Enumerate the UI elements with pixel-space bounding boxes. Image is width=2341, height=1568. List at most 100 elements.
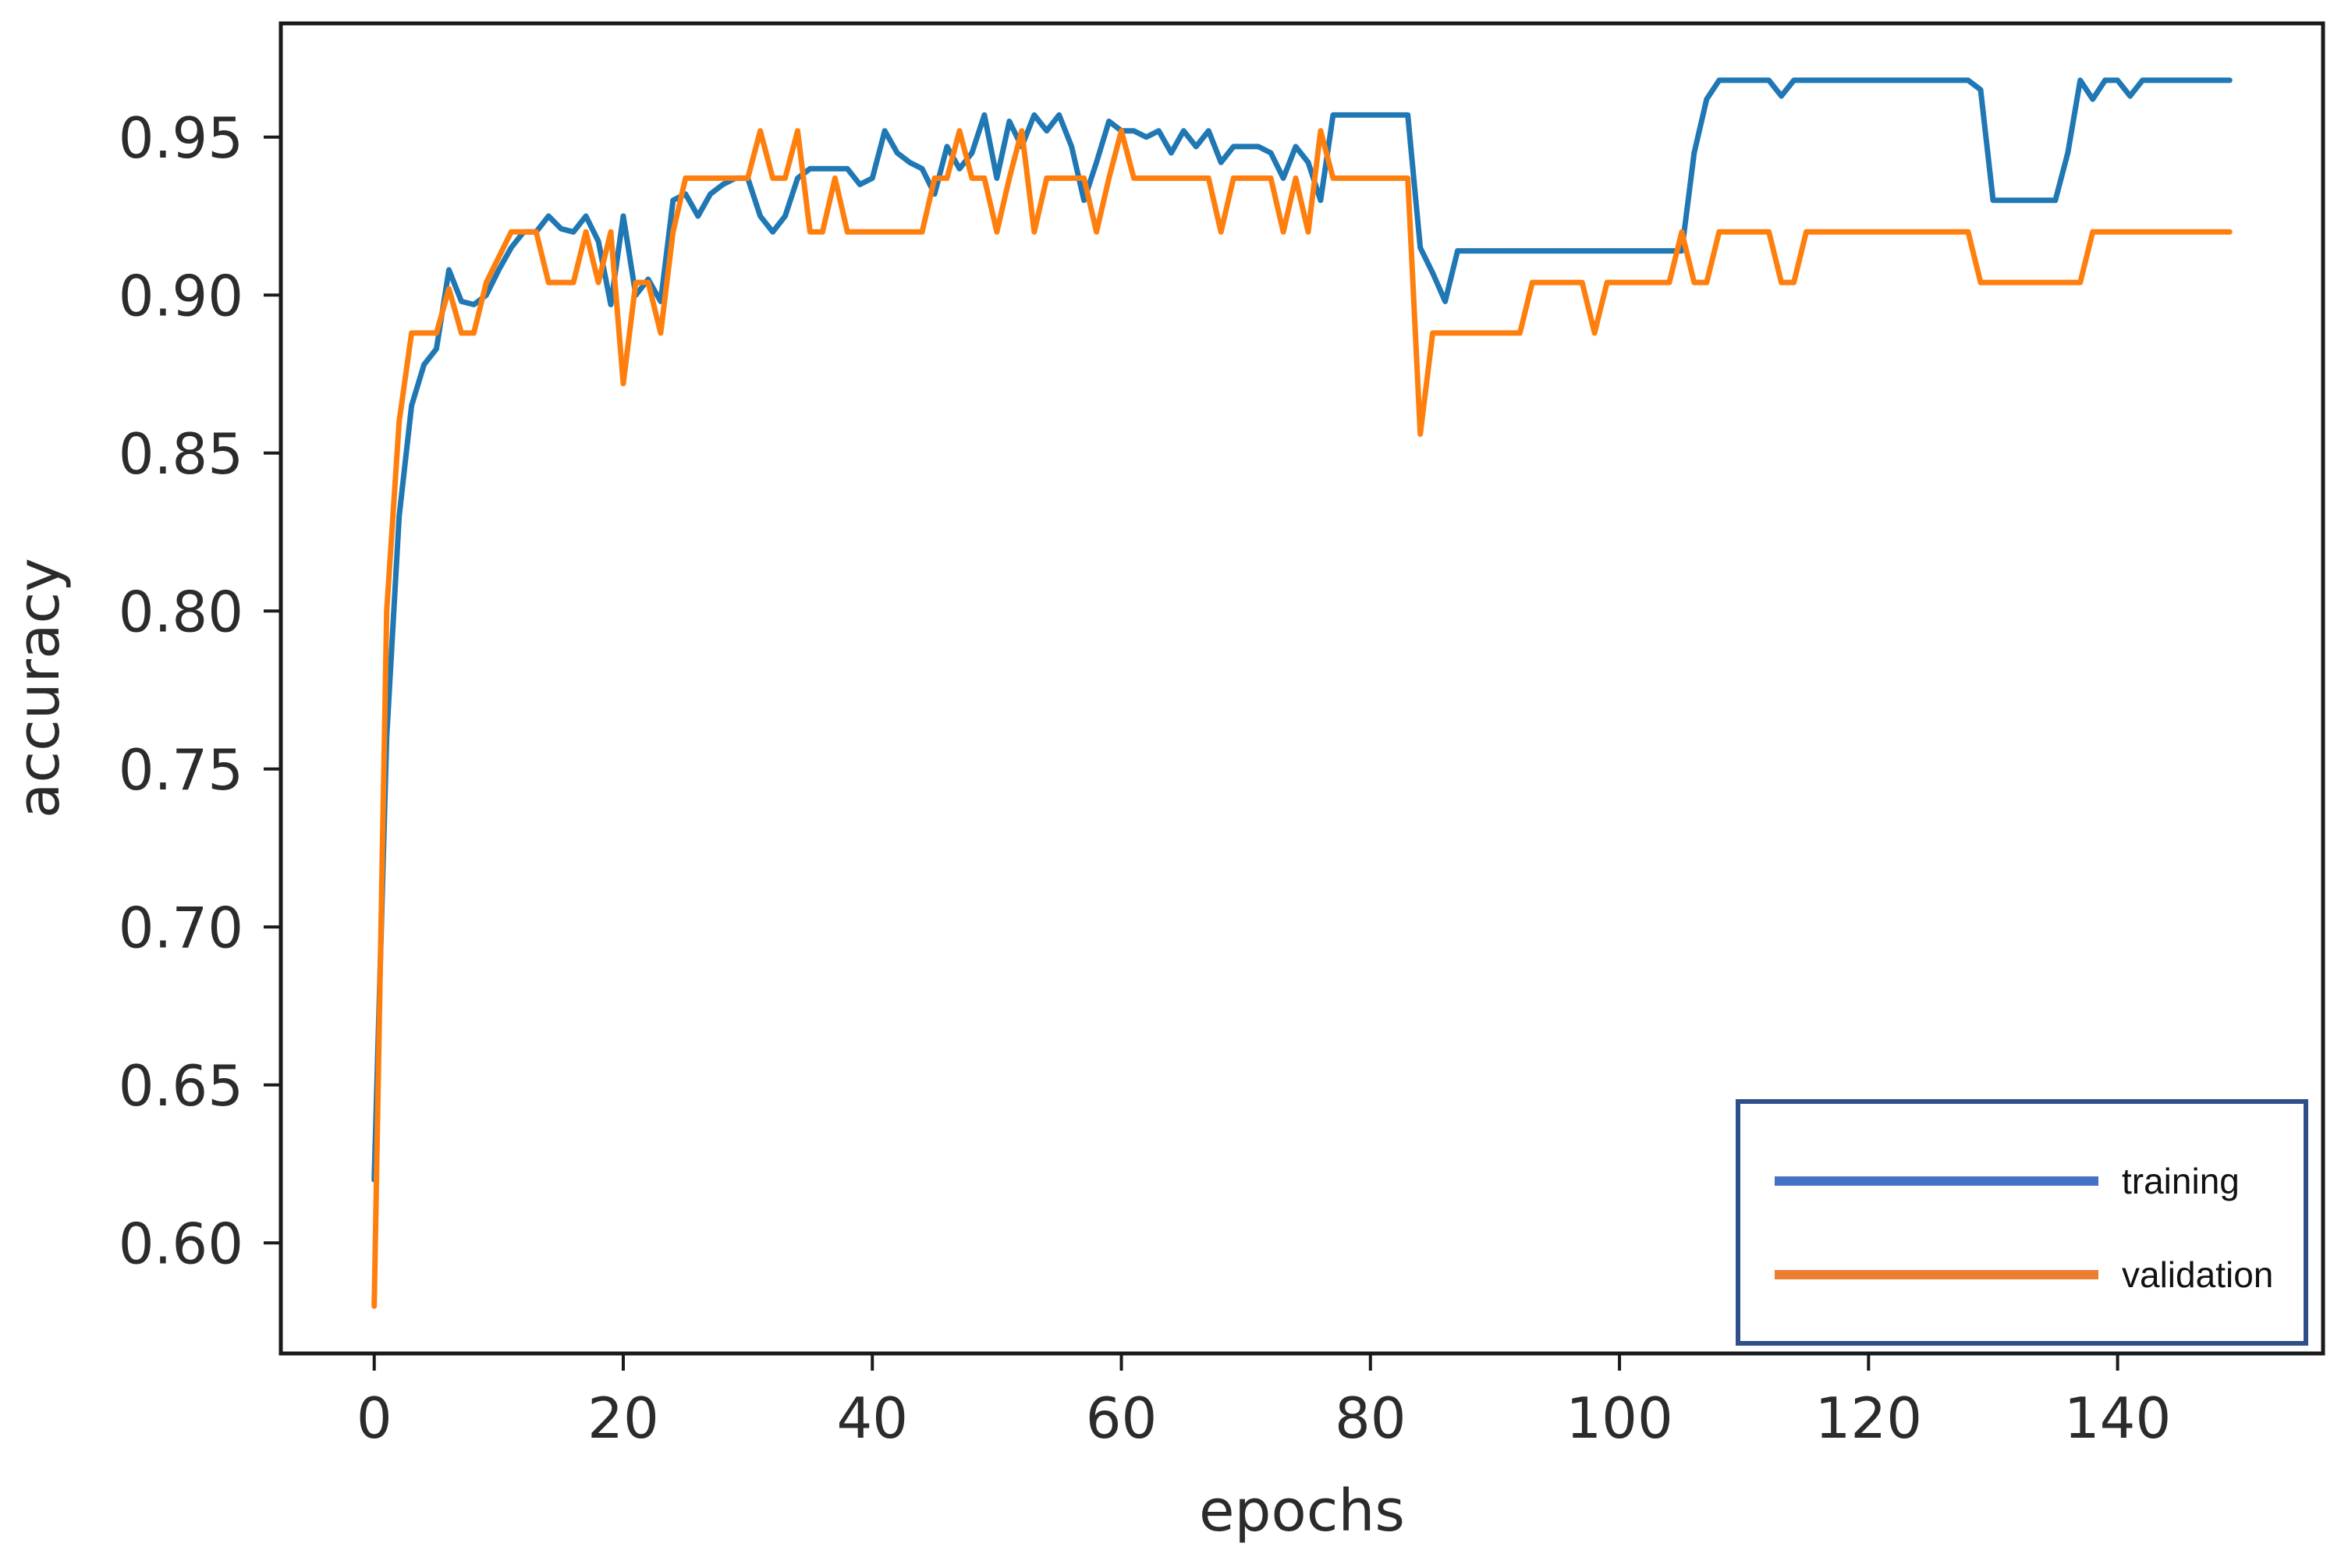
data-point-validation (1158, 177, 1159, 179)
data-point-training (1420, 247, 1421, 248)
data-point-training (1594, 250, 1595, 252)
series-points-validation (374, 130, 2230, 1307)
x-tick-label: 140 (2064, 1385, 2171, 1451)
data-point-validation (1581, 282, 1583, 283)
data-point-training (485, 294, 487, 296)
data-point-validation (1706, 282, 1708, 283)
data-point-validation (1133, 177, 1134, 179)
data-point-training (610, 303, 612, 305)
data-point-validation (1631, 282, 1633, 283)
data-point-validation (697, 177, 699, 179)
y-tick-label: 0.95 (119, 105, 243, 171)
x-tick-label: 40 (836, 1385, 908, 1451)
x-axis: 0 20 40 60 80 100 120 140 (356, 1353, 2171, 1451)
data-point-validation (1370, 177, 1371, 179)
data-point-validation (548, 282, 549, 283)
data-point-training (946, 146, 948, 147)
data-point-validation (1382, 177, 1384, 179)
data-point-validation (660, 332, 662, 334)
data-point-training (1631, 250, 1633, 252)
data-point-validation (560, 282, 562, 283)
data-point-training (1619, 250, 1620, 252)
legend: training validation (1736, 1099, 2308, 1346)
data-point-validation (710, 177, 711, 179)
data-point-training (1257, 146, 1259, 147)
x-tick-label: 120 (1815, 1385, 1922, 1451)
data-point-training (1506, 250, 1508, 252)
data-point-validation (722, 177, 724, 179)
data-point-validation (1270, 177, 1272, 179)
data-point-validation (1594, 332, 1595, 334)
data-point-validation (1357, 177, 1359, 179)
series-line-validation (371, 128, 2233, 1309)
data-point-training (1158, 130, 1159, 132)
data-point-validation (1457, 332, 1458, 334)
x-tick-label: 80 (1335, 1385, 1406, 1451)
y-tick-label: 0.65 (119, 1053, 243, 1119)
data-point-validation (797, 130, 798, 132)
data-point-validation (1506, 332, 1508, 334)
data-point-validation (386, 610, 388, 612)
data-point-training (685, 193, 686, 195)
data-point-validation (1170, 177, 1172, 179)
data-point-training (1108, 121, 1110, 122)
data-point-training (1706, 98, 1708, 100)
data-point-training (1170, 152, 1172, 154)
data-point-training (1681, 250, 1683, 252)
data-point-validation (1482, 332, 1483, 334)
data-point-validation (959, 130, 960, 132)
data-point-validation (1257, 177, 1259, 179)
data-point-validation (2030, 282, 2031, 283)
data-point-training (896, 152, 898, 154)
data-point-training (1195, 146, 1197, 147)
data-point-training (548, 215, 549, 217)
data-point-validation (598, 282, 599, 283)
data-point-validation (1108, 177, 1110, 179)
data-point-training (722, 184, 724, 185)
legend-label-validation: validation (2122, 1254, 2273, 1295)
data-point-training (660, 300, 662, 302)
data-point-validation (485, 282, 487, 283)
data-point-training (1270, 152, 1272, 154)
data-point-validation (1407, 177, 1409, 179)
data-point-validation (1195, 177, 1197, 179)
data-point-validation (1556, 282, 1558, 283)
data-point-training (797, 177, 798, 179)
x-axis-title: epochs (1199, 1478, 1405, 1545)
y-tick-label: 0.85 (119, 421, 243, 487)
data-point-training (2067, 152, 2069, 154)
data-point-training (710, 193, 711, 195)
y-tick-label: 0.90 (119, 263, 243, 328)
data-point-validation (747, 177, 749, 179)
plot-area-frame (278, 21, 2325, 1356)
data-point-training (760, 215, 761, 217)
y-tick-label: 0.60 (119, 1211, 243, 1276)
y-tick-label: 0.75 (119, 737, 243, 803)
y-axis-title: accuracy (5, 558, 73, 818)
data-point-training (498, 269, 499, 271)
data-point-training (996, 177, 998, 179)
data-point-training (1432, 272, 1434, 274)
data-point-training (461, 300, 462, 302)
data-point-training (1781, 95, 1782, 97)
data-point-validation (1071, 177, 1073, 179)
x-tick-label: 60 (1086, 1385, 1158, 1451)
data-point-validation (1245, 177, 1247, 179)
data-point-validation (2042, 282, 2044, 283)
data-point-training (1133, 130, 1134, 132)
data-point-validation (760, 130, 761, 132)
data-point-validation (1781, 282, 1782, 283)
data-point-validation (1233, 177, 1234, 179)
data-point-training (1656, 250, 1658, 252)
data-point-validation (946, 177, 948, 179)
data-point-training (1581, 250, 1583, 252)
y-tick-label: 0.70 (119, 895, 243, 960)
data-point-validation (1320, 130, 1321, 132)
data-point-training (871, 177, 873, 179)
series-points-training (374, 80, 2230, 1180)
y-tick-label: 0.80 (119, 579, 243, 644)
series-layer (371, 77, 2233, 1309)
data-point-training (2092, 98, 2094, 100)
data-point-validation (1332, 177, 1334, 179)
